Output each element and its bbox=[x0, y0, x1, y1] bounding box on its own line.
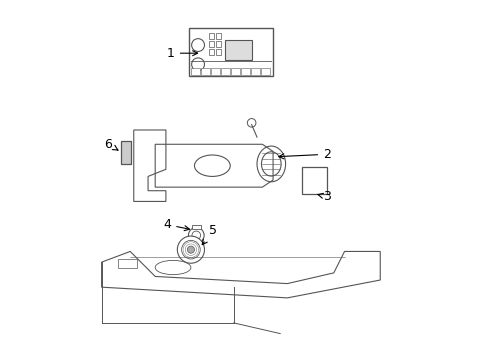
Bar bbox=[251, 68, 260, 75]
Bar bbox=[301, 167, 326, 194]
Bar bbox=[231, 68, 240, 75]
Bar bbox=[121, 141, 131, 164]
Bar bbox=[221, 68, 229, 75]
Bar bbox=[216, 49, 220, 55]
Bar bbox=[190, 68, 200, 75]
Bar bbox=[118, 258, 137, 267]
Bar bbox=[209, 41, 214, 47]
Circle shape bbox=[188, 228, 203, 243]
Bar bbox=[209, 49, 214, 55]
Bar bbox=[211, 68, 220, 75]
Circle shape bbox=[192, 231, 200, 240]
Circle shape bbox=[191, 58, 204, 71]
Text: 4: 4 bbox=[163, 218, 189, 231]
Circle shape bbox=[187, 246, 194, 253]
Circle shape bbox=[191, 39, 204, 51]
Bar bbox=[216, 41, 220, 47]
Circle shape bbox=[181, 240, 200, 259]
Bar bbox=[192, 225, 200, 229]
Bar bbox=[261, 68, 270, 75]
Bar bbox=[209, 33, 214, 39]
Text: 3: 3 bbox=[317, 190, 330, 203]
Text: 6: 6 bbox=[104, 138, 118, 151]
Text: 1: 1 bbox=[166, 47, 197, 60]
Bar bbox=[241, 68, 250, 75]
Bar bbox=[224, 40, 251, 59]
Bar bbox=[189, 28, 272, 76]
Circle shape bbox=[177, 236, 204, 263]
Text: 5: 5 bbox=[202, 224, 216, 245]
Bar bbox=[201, 68, 209, 75]
Circle shape bbox=[247, 118, 255, 127]
Text: 2: 2 bbox=[278, 148, 330, 161]
Bar bbox=[216, 33, 220, 39]
